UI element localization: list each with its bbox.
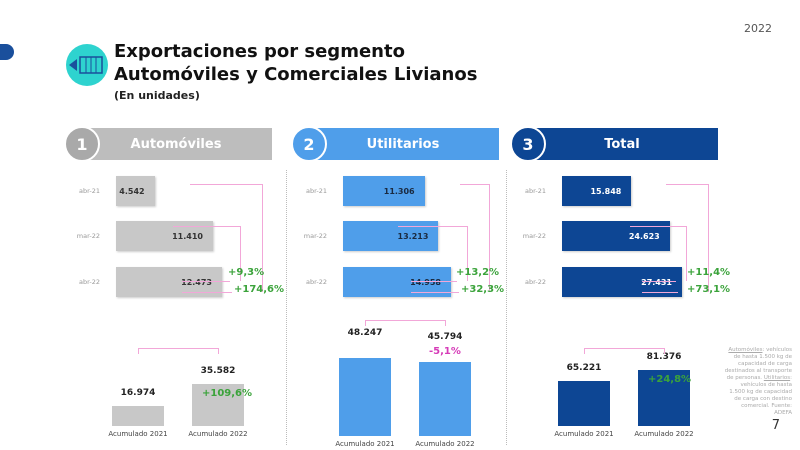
connector-line <box>642 281 676 282</box>
connector-line <box>138 348 218 349</box>
connector-line <box>411 281 457 282</box>
cumulative-category-label: Acumulado 2022 <box>415 440 475 448</box>
cumulative-bar <box>192 384 244 426</box>
cumulative-category-label: Acumulado 2021 <box>108 430 168 438</box>
connector-line <box>467 226 468 281</box>
footnote-util-term: Utilitarios <box>763 375 791 381</box>
title-line-2: Automóviles y Comerciales Livianos <box>114 64 478 85</box>
panel-header: Utilitarios <box>307 128 499 160</box>
variation-year: +32,3% <box>461 284 505 295</box>
connector-line <box>666 184 708 185</box>
bar-category-label: abr-22 <box>79 278 100 286</box>
connector-line <box>365 320 366 326</box>
connector-line <box>398 226 467 227</box>
bar: 11.306 <box>343 176 425 206</box>
footnote: Automóviles: vehículos de hasta 1.500 kg… <box>724 347 792 417</box>
variation-month: +13,2% <box>456 267 500 278</box>
cumulative-value-label: 35.582 <box>200 366 236 376</box>
cumulative-bar <box>339 358 391 436</box>
cumulative-category-label: Acumulado 2021 <box>554 430 614 438</box>
cumulative-bar <box>112 405 164 426</box>
connector-line <box>664 348 665 354</box>
bar-value-label: 12.473 <box>181 277 212 287</box>
bar-category-label: abr-22 <box>306 278 327 286</box>
connector-line <box>584 348 585 354</box>
variation-month: +9,3% <box>228 267 265 278</box>
bar-category-label: mar-22 <box>303 232 327 240</box>
connector-line <box>189 184 262 185</box>
bar-value-label: 14.958 <box>410 277 441 287</box>
variation-year: +174,6% <box>234 284 285 295</box>
connector-line <box>182 292 232 293</box>
variation-year: +73,1% <box>687 284 731 295</box>
cumulative-variation: +109,6% <box>202 388 253 399</box>
section-tab <box>0 44 14 60</box>
connector-line <box>459 184 489 185</box>
variation-month: +11,4% <box>687 267 731 278</box>
connector-line <box>489 184 490 292</box>
connector-line <box>642 292 678 293</box>
bar-value-label: 15.848 <box>590 186 622 196</box>
connector-line <box>584 348 664 349</box>
cumulative-variation: +24,8% <box>648 374 692 385</box>
title-line-1: Exportaciones por segmento <box>114 41 405 62</box>
bar-category-label: abr-21 <box>525 187 546 195</box>
panel-header: Total <box>526 128 718 160</box>
connector-line <box>182 281 230 282</box>
container-export-icon <box>66 44 108 86</box>
footnote-auto-term: Automóviles <box>728 347 763 353</box>
bar-value-label: 4.542 <box>119 186 145 196</box>
connector-line <box>708 184 709 292</box>
cumulative-value-label: 48.247 <box>347 328 383 338</box>
bar: 15.848 <box>562 176 632 206</box>
cumulative-category-label: Acumulado 2021 <box>335 440 395 448</box>
bar-value-label: 11.306 <box>383 186 415 196</box>
cumulative-bar <box>638 370 690 426</box>
bar-category-label: abr-21 <box>306 187 327 195</box>
panel-number-badge: 1 <box>64 126 100 162</box>
cumulative-bar <box>419 361 471 436</box>
bar-category-label: mar-22 <box>76 232 100 240</box>
bar: 4.542 <box>116 176 155 206</box>
cumulative-value-label: 16.974 <box>120 387 156 398</box>
bar-value-label: 13.213 <box>397 231 429 241</box>
footnote-util-text: : vehículos de hasta 1.500 kg de capacid… <box>729 375 792 409</box>
cumulative-variation: -5,1% <box>429 345 461 357</box>
connector-line <box>218 348 219 354</box>
connector-line <box>262 184 263 292</box>
panel-header: Automóviles <box>80 128 272 160</box>
footnote-auto-text: : vehículos de hasta 1.500 kg de capacid… <box>724 347 792 381</box>
connector-line <box>172 226 240 227</box>
connector-line <box>138 348 139 354</box>
bar-category-label: abr-22 <box>525 278 546 286</box>
connector-line <box>411 292 459 293</box>
connector-line <box>629 226 686 227</box>
cumulative-category-label: Acumulado 2022 <box>634 430 694 438</box>
page-subtitle: (En unidades) <box>114 89 200 102</box>
connector-line <box>445 320 446 326</box>
bar-value-label: 24.623 <box>628 231 660 241</box>
bar-value-label: 27.431 <box>641 277 672 287</box>
cumulative-category-label: Acumulado 2022 <box>188 430 248 438</box>
divider <box>286 170 287 445</box>
year-label: 2022 <box>744 22 772 35</box>
cumulative-value-label: 81.376 <box>646 352 682 362</box>
divider <box>506 170 507 445</box>
page-title: Exportaciones por segmento Automóviles y … <box>114 40 477 86</box>
connector-line <box>686 226 687 281</box>
panel-number-badge: 3 <box>510 126 546 162</box>
connector-line <box>240 226 241 281</box>
connector-line <box>365 320 445 321</box>
bar-category-label: abr-21 <box>79 187 100 195</box>
panel-number-badge: 2 <box>291 126 327 162</box>
footnote-source: Fuente: ADEFA <box>771 403 792 416</box>
cumulative-value-label: 45.794 <box>427 331 463 342</box>
page-number: 7 <box>771 418 780 433</box>
bar-value-label: 11.410 <box>172 231 203 241</box>
cumulative-bar <box>558 381 610 426</box>
bar-category-label: mar-22 <box>522 232 546 240</box>
cumulative-value-label: 65.221 <box>566 363 602 374</box>
